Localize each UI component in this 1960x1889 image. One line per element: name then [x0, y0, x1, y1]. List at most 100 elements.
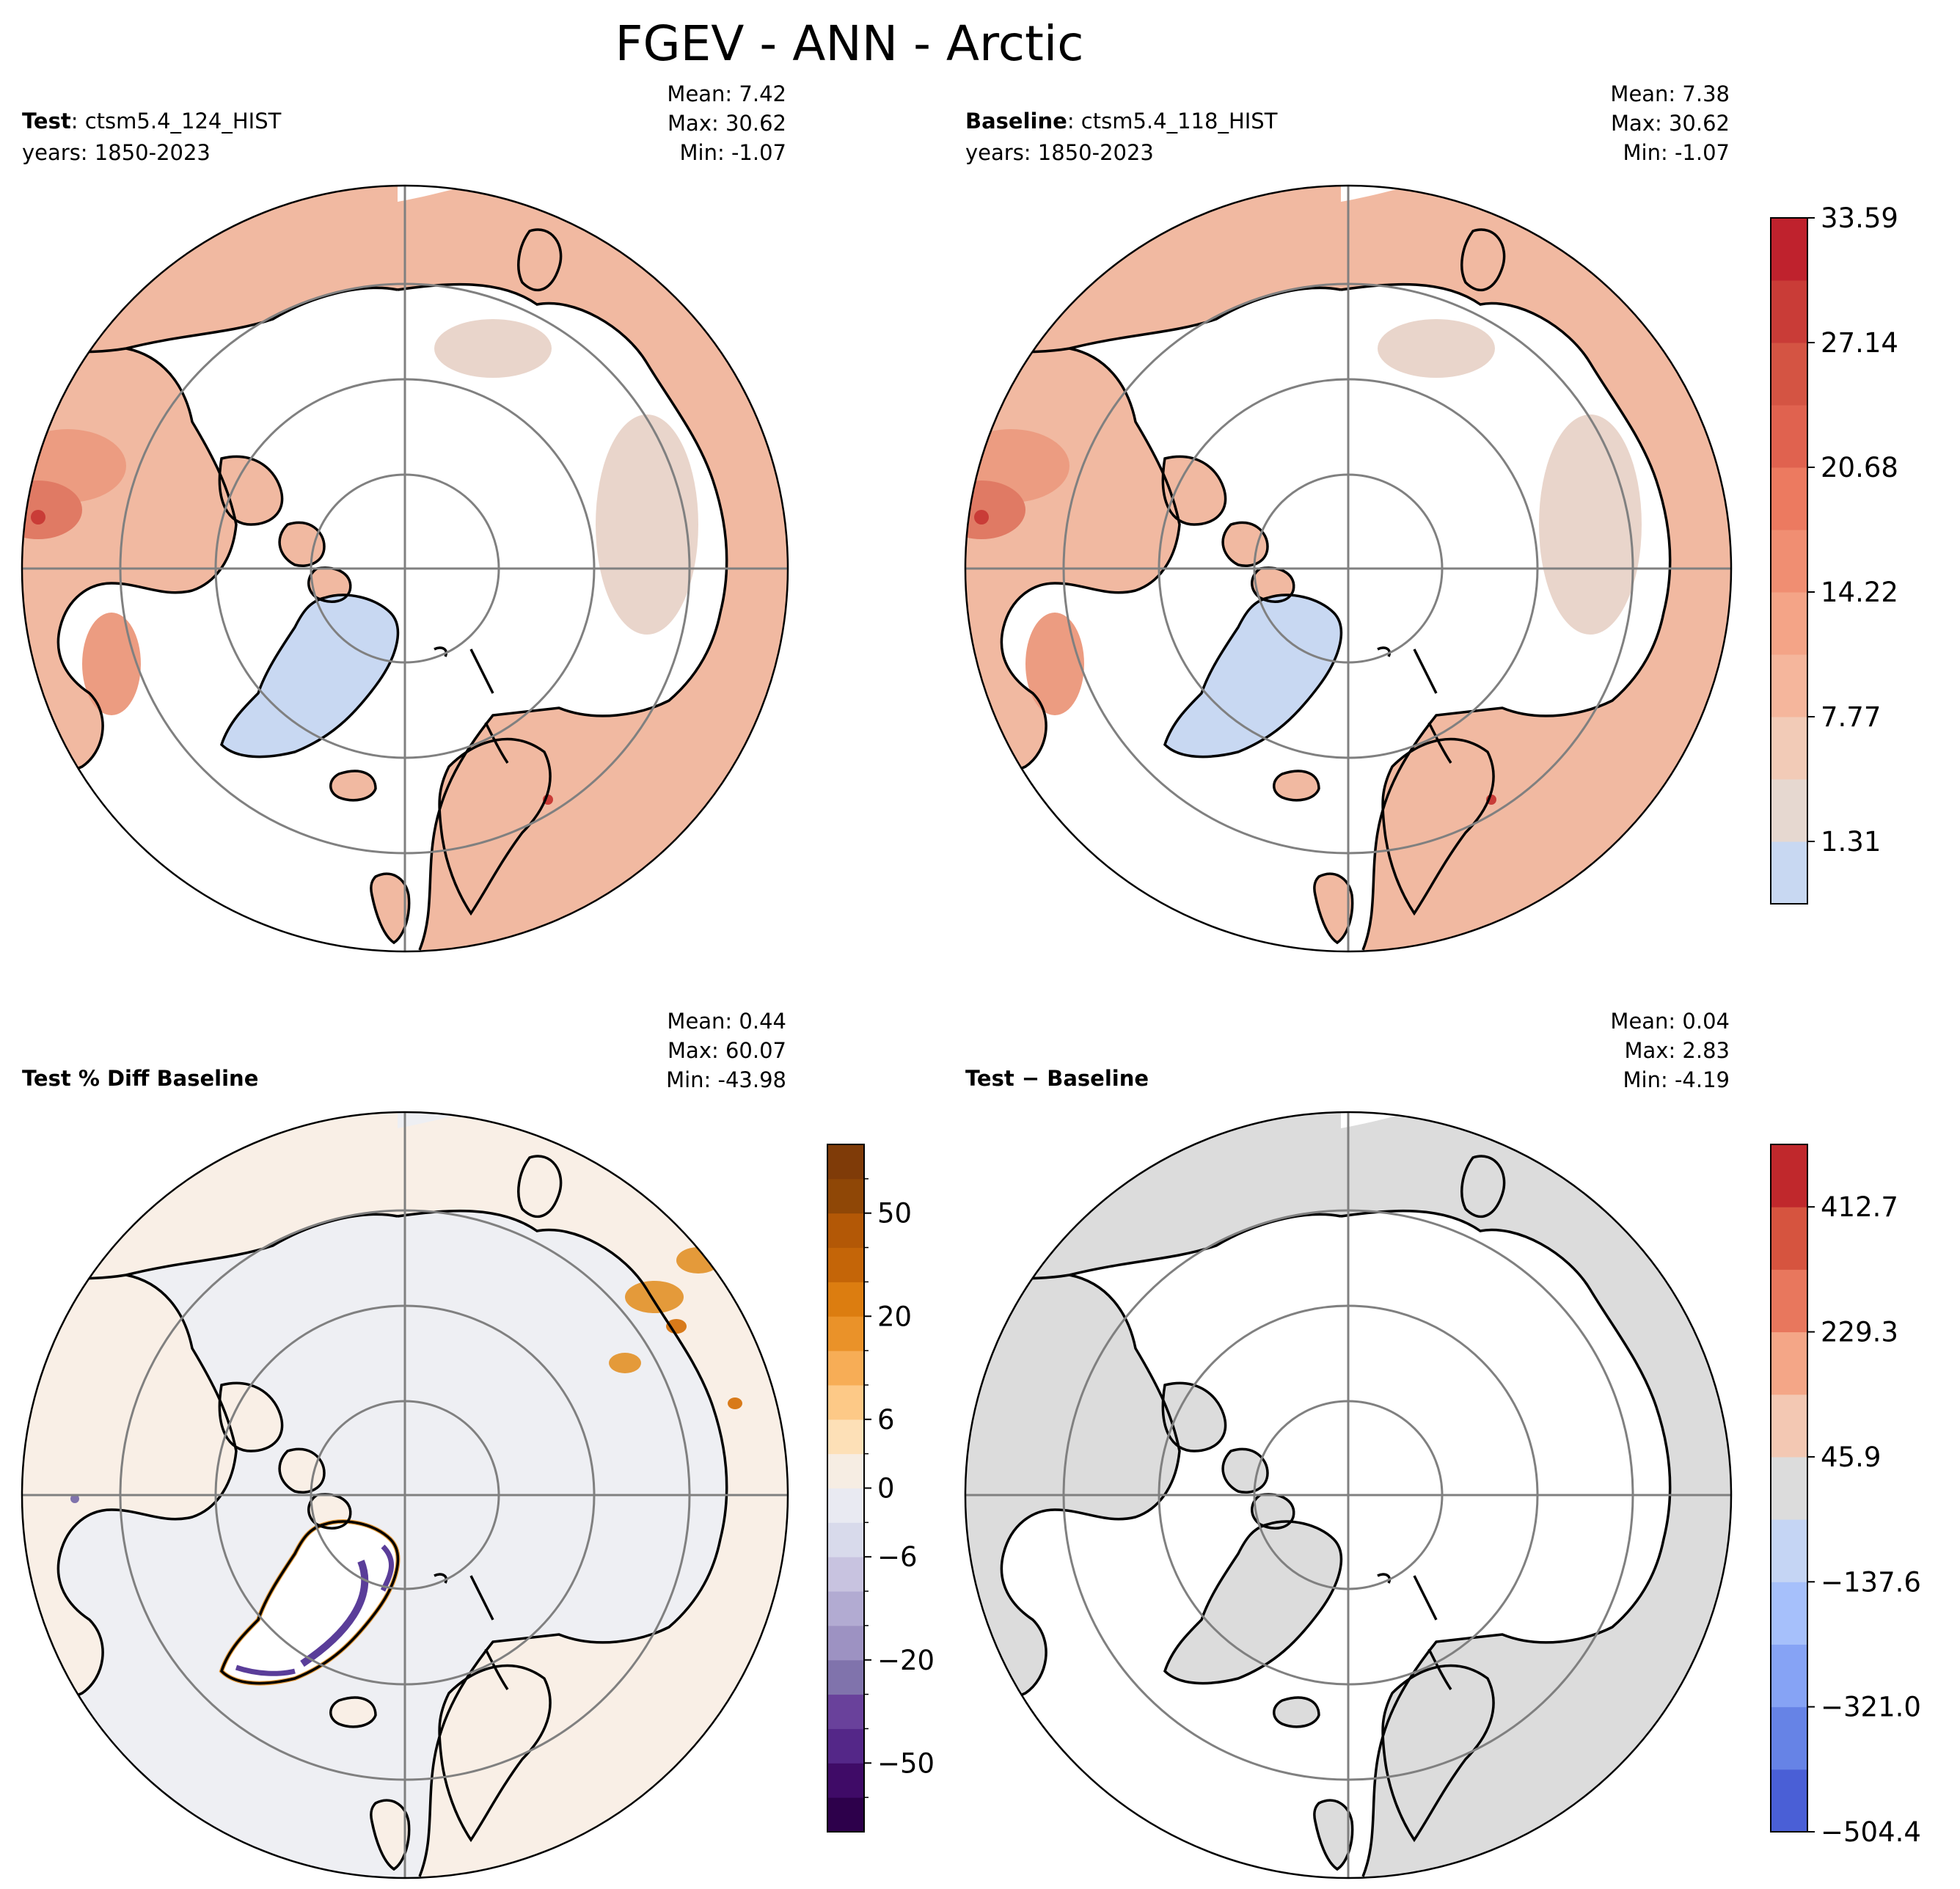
panel-baseline-label: Baseline: ctsm5.4_118_HIST	[965, 109, 1278, 134]
colorbar-pct-diff: −50 −20 −6 0 6 20 50	[827, 1144, 935, 1833]
pct-segment	[827, 1384, 864, 1420]
main-tick-label: 33.59	[1821, 202, 1898, 234]
figure-title: FGEV - ANN - Arctic	[615, 15, 1083, 72]
diffbar-segment	[1771, 1456, 1807, 1520]
diffbar-segment	[1771, 1644, 1807, 1708]
diffbar-segment	[1771, 1769, 1807, 1833]
map-diff-border	[964, 1111, 1733, 1879]
main-segment	[1771, 717, 1807, 780]
panel-baseline-max: Max: 30.62	[1611, 111, 1730, 136]
pct-tick-label: 0	[877, 1473, 895, 1505]
diffbar-segment	[1771, 1582, 1807, 1645]
main-tick-label: 27.14	[1821, 327, 1898, 359]
panel-test-label: Test: ctsm5.4_124_HIST	[22, 109, 282, 134]
main-segment	[1771, 280, 1807, 343]
panel-baseline-label-rest: : ctsm5.4_118_HIST	[1067, 109, 1278, 134]
map-pct-diff-border	[21, 1111, 789, 1879]
pct-tick-label: −6	[877, 1541, 918, 1573]
panel-pct-diff-label: Test % Diff Baseline	[22, 1066, 258, 1091]
diffbar-segment	[1771, 1207, 1807, 1270]
main-border	[1770, 217, 1808, 905]
panel-pct-diff-min: Min: -43.98	[666, 1067, 786, 1092]
diffbar-tick-label: 412.7	[1821, 1191, 1898, 1223]
main-segment	[1771, 592, 1807, 655]
panel-pct-diff-max: Max: 60.07	[668, 1038, 786, 1063]
main-tick-label: 7.77	[1821, 701, 1881, 733]
diffbar-segment	[1771, 1331, 1807, 1395]
main-segment	[1771, 343, 1807, 406]
diffbar-segment	[1771, 1519, 1807, 1582]
pct-segment	[827, 1419, 864, 1455]
panel-pct-diff: Test % Diff Baseline Mean: 0.44 Max: 60.…	[21, 1009, 789, 1879]
panel-baseline-mean: Mean: 7.38	[1610, 81, 1730, 106]
pct-segment	[827, 1522, 864, 1557]
map-test	[22, 186, 788, 951]
pct-segment	[827, 1247, 864, 1282]
map-baseline-border	[964, 184, 1733, 953]
pct-segment	[827, 1213, 864, 1249]
map-baseline	[965, 186, 1731, 951]
pct-segment	[827, 1763, 864, 1798]
pct-tick-label: 20	[877, 1301, 912, 1332]
pct-segment	[827, 1316, 864, 1351]
pct-tick-label: 50	[877, 1198, 912, 1230]
diffbar-segment	[1771, 1394, 1807, 1458]
pct-segment	[827, 1797, 864, 1833]
panel-test-mean: Mean: 7.42	[667, 81, 786, 106]
diffbar-tick-label: −137.6	[1821, 1566, 1921, 1598]
panel-test-min: Min: -1.07	[680, 140, 786, 165]
pct-segment	[827, 1694, 864, 1729]
pct-segment	[827, 1591, 864, 1626]
pct-segment	[827, 1178, 864, 1214]
pct-segment	[827, 1488, 864, 1523]
diffbar-segment	[1771, 1144, 1807, 1207]
colorbar-diff: −504.4 −321.0 −137.6 45.9 229.3 412.7	[1770, 1144, 1921, 1848]
pct-segment	[827, 1728, 864, 1764]
main-segment	[1771, 841, 1807, 905]
panel-test-years: years: 1850-2023	[22, 140, 211, 165]
diffbar-segment	[1771, 1269, 1807, 1333]
panel-baseline: Baseline: ctsm5.4_118_HIST years: 1850-2…	[964, 81, 1733, 953]
main-tick-label: 20.68	[1821, 452, 1898, 483]
pct-tick-label: −20	[877, 1645, 935, 1676]
panel-diff-max: Max: 2.83	[1624, 1038, 1730, 1063]
pct-segment	[827, 1282, 864, 1317]
panel-test-label-bold: Test	[22, 109, 71, 134]
main-tick-label: 14.22	[1821, 577, 1898, 608]
pct-segment	[827, 1659, 864, 1695]
panel-diff: Test − Baseline Mean: 0.04 Max: 2.83 Min…	[964, 1009, 1733, 1879]
panel-baseline-label-bold: Baseline	[965, 109, 1067, 134]
panel-test-label-rest: : ctsm5.4_124_HIST	[71, 109, 282, 134]
main-segment	[1771, 779, 1807, 842]
diffbar-tick-label: 45.9	[1821, 1442, 1881, 1473]
panel-baseline-years: years: 1850-2023	[965, 140, 1154, 165]
diffbar-border	[1770, 1144, 1808, 1833]
pct-tick-label: −50	[877, 1747, 935, 1779]
main-segment	[1771, 467, 1807, 530]
pct-tick-label: 6	[877, 1404, 895, 1436]
panel-baseline-min: Min: -1.07	[1623, 140, 1730, 165]
panel-test-max: Max: 30.62	[668, 111, 786, 136]
main-segment	[1771, 218, 1807, 281]
colorbar-main: 1.31 7.77 14.22 20.68 27.14 33.59	[1770, 202, 1898, 905]
pct-segment	[827, 1351, 864, 1386]
main-tick-label: 1.31	[1821, 826, 1881, 858]
diffbar-tick-label: −321.0	[1821, 1692, 1921, 1723]
diffbar-tick-label: 229.3	[1821, 1317, 1898, 1348]
main-segment	[1771, 654, 1807, 717]
panel-diff-min: Min: -4.19	[1623, 1067, 1730, 1092]
pct-segment	[827, 1453, 864, 1488]
main-segment	[1771, 530, 1807, 593]
panel-test: Test: ctsm5.4_124_HIST years: 1850-2023 …	[21, 81, 789, 953]
diffbar-segment	[1771, 1706, 1807, 1770]
panel-diff-mean: Mean: 0.04	[1610, 1009, 1730, 1034]
pct-segment	[827, 1144, 864, 1180]
map-diff	[965, 1112, 1731, 1878]
pct-segment	[827, 1625, 864, 1661]
panel-diff-label: Test − Baseline	[965, 1066, 1149, 1091]
map-pct-diff	[22, 1112, 788, 1878]
main-segment	[1771, 405, 1807, 468]
panel-pct-diff-mean: Mean: 0.44	[667, 1009, 786, 1034]
diffbar-tick-label: −504.4	[1821, 1816, 1921, 1848]
